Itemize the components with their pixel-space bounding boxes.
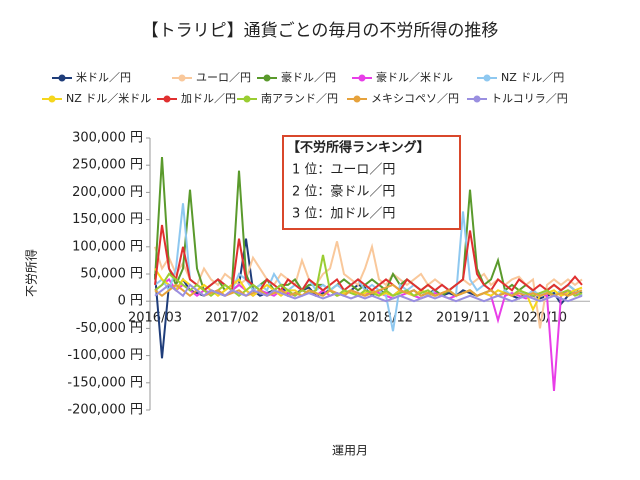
x-tick-label: 2017/02 — [205, 311, 259, 326]
legend-marker — [263, 74, 271, 82]
y-axis-label: 不労所得 — [24, 249, 39, 297]
y-tick-label: 0 円 — [118, 294, 143, 309]
legend-label: ユーロ／円 — [196, 71, 251, 84]
legend-marker — [48, 95, 56, 103]
y-tick-label: 300,000 円 — [72, 131, 143, 146]
legend-marker — [358, 74, 366, 82]
y-tick-label: 200,000 円 — [72, 185, 143, 200]
legend-marker — [473, 95, 481, 103]
legend-label: 加ドル／円 — [181, 92, 236, 105]
annotation-text: 1 位：ユーロ／円 — [292, 163, 395, 178]
y-tick-label: 50,000 円 — [80, 267, 143, 282]
legend-label: 米ドル／円 — [76, 71, 131, 84]
x-tick-label: 2016/03 — [128, 311, 182, 326]
annotation-text: 3 位：加ドル／円 — [292, 207, 395, 222]
y-tick-label: 250,000 円 — [72, 158, 143, 173]
legend-label: 豪ドル／円 — [281, 70, 336, 84]
annotation-text: 2 位：豪ドル／円 — [292, 184, 395, 200]
legend-marker — [483, 74, 491, 82]
legend-label: NZ ドル／円 — [501, 71, 564, 84]
legend-marker — [178, 74, 186, 82]
legend-marker — [353, 95, 361, 103]
x-axis-label: 運用月 — [332, 444, 368, 458]
legend-label: トルコリラ／円 — [491, 92, 568, 105]
legend-marker — [163, 95, 171, 103]
y-tick-label: 150,000 円 — [72, 212, 143, 227]
y-tick-label: -150,000 円 — [67, 375, 143, 390]
y-tick-label: -100,000 円 — [67, 348, 143, 363]
annotation-text: 【不労所得ランキング】 — [287, 140, 430, 156]
x-tick-label: 2019/11 — [436, 311, 490, 326]
legend-marker — [58, 74, 66, 82]
legend-label: 豪ドル／米ドル — [376, 70, 453, 84]
series-line — [154, 283, 583, 303]
x-tick-label: 2018/01 — [282, 311, 336, 326]
y-tick-label: -50,000 円 — [76, 321, 143, 336]
legend-marker — [243, 95, 251, 103]
legend-label: 南アランド／円 — [261, 92, 338, 105]
series-line — [154, 241, 583, 329]
chart-title: 【トラリピ】通貨ごとの毎月の不労所得の推移 — [142, 21, 499, 41]
annotation-box — [282, 135, 461, 230]
x-tick-label: 2018/12 — [359, 311, 413, 326]
legend-label: メキシコペソ／円 — [371, 92, 459, 105]
x-tick-label: 2020/10 — [513, 311, 567, 326]
y-tick-label: 100,000 円 — [72, 239, 143, 254]
y-tick-label: -200,000 円 — [67, 403, 143, 418]
legend-label: NZ ドル／米ドル — [66, 92, 151, 105]
